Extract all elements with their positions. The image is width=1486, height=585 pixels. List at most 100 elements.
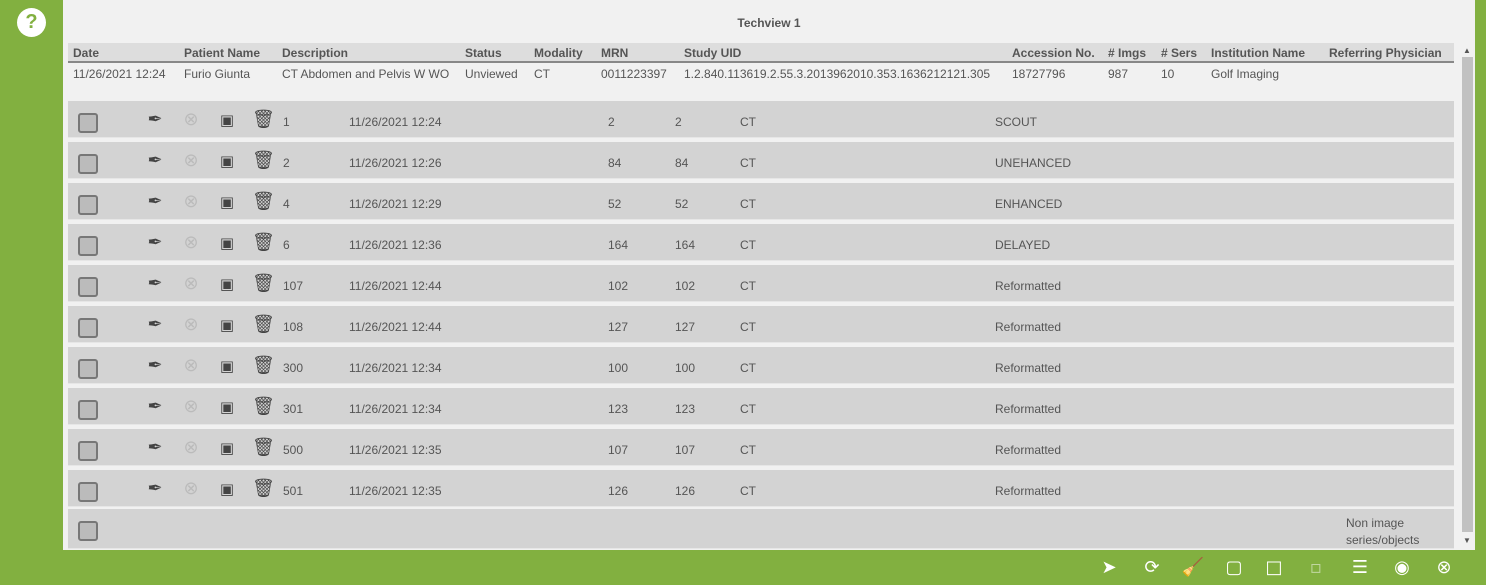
help-icon[interactable]: ? bbox=[17, 8, 46, 37]
scrollbar[interactable]: ▲ ▼ bbox=[1460, 43, 1475, 550]
checkbox[interactable] bbox=[78, 113, 98, 133]
checkbox[interactable] bbox=[78, 400, 98, 420]
patient-card-icon[interactable]: ▣ bbox=[219, 193, 235, 211]
series-number: 6 bbox=[283, 238, 290, 252]
cancel-circle-icon[interactable]: ⊗ bbox=[183, 437, 199, 458]
checkbox[interactable] bbox=[78, 236, 98, 256]
study-cell: Furio Giunta bbox=[184, 67, 251, 81]
edit-pen-icon[interactable]: ✒ bbox=[147, 150, 163, 171]
checkbox[interactable] bbox=[78, 154, 98, 174]
checkbox[interactable] bbox=[78, 277, 98, 297]
trash-icon[interactable]: 🗑 bbox=[252, 273, 275, 294]
column-header[interactable]: # Imgs bbox=[1108, 46, 1147, 60]
send-icon[interactable]: ➤ bbox=[1101, 557, 1117, 578]
cancel-circle-icon[interactable]: ⊗ bbox=[183, 191, 199, 212]
trash-icon[interactable]: 🗑 bbox=[252, 191, 275, 212]
checkbox[interactable] bbox=[78, 195, 98, 215]
checkbox[interactable] bbox=[78, 359, 98, 379]
scroll-up-icon[interactable]: ▲ bbox=[1463, 46, 1471, 55]
patient-card-icon[interactable]: ▣ bbox=[219, 439, 235, 457]
series-modality: CT bbox=[740, 402, 756, 416]
edit-pen-icon[interactable]: ✒ bbox=[147, 273, 163, 294]
column-header[interactable]: Referring Physician bbox=[1329, 46, 1442, 60]
series-description: UNEHANCED bbox=[995, 156, 1072, 170]
series-modality: CT bbox=[740, 156, 756, 170]
column-header[interactable]: Description bbox=[282, 46, 349, 60]
checkbox[interactable] bbox=[78, 441, 98, 461]
trash-icon[interactable]: 🗑 bbox=[252, 437, 275, 458]
edit-pen-icon[interactable]: ✒ bbox=[147, 437, 163, 458]
series-row[interactable]: ✒ ⊗ ▣ 🗑 107 11/26/2021 12:44 102 102 CT … bbox=[68, 265, 1454, 302]
patient-card-icon[interactable]: ▣ bbox=[219, 480, 235, 498]
scrollbar-thumb[interactable] bbox=[1462, 57, 1473, 532]
series-row[interactable]: ✒ ⊗ ▣ 🗑 301 11/26/2021 12:34 123 123 CT … bbox=[68, 388, 1454, 425]
study-row[interactable]: 11/26/2021 12:24 Furio Giunta CT Abdomen a… bbox=[68, 64, 1454, 88]
refresh-icon[interactable]: ⟳ bbox=[1144, 557, 1160, 578]
series-row[interactable]: ✒ ⊗ ▣ 🗑 1 11/26/2021 12:24 2 2 CT SCOUT bbox=[68, 101, 1454, 138]
trash-icon[interactable]: 🗑 bbox=[252, 355, 275, 376]
trash-icon[interactable]: 🗑 bbox=[252, 232, 275, 253]
layout-small-icon[interactable]: ▫ bbox=[1309, 557, 1323, 578]
patient-card-icon[interactable]: ▣ bbox=[219, 152, 235, 170]
column-header[interactable]: Study UID bbox=[684, 46, 742, 60]
patient-card-icon[interactable]: ▣ bbox=[219, 398, 235, 416]
series-images: 107 bbox=[608, 443, 629, 457]
edit-pen-icon[interactable]: ✒ bbox=[147, 314, 163, 335]
edit-pen-icon[interactable]: ✒ bbox=[147, 478, 163, 499]
column-header[interactable]: Date bbox=[73, 46, 100, 60]
cancel-circle-icon[interactable]: ⊗ bbox=[183, 478, 199, 499]
cancel-circle-icon[interactable]: ⊗ bbox=[183, 273, 199, 294]
checkbox[interactable] bbox=[78, 482, 98, 502]
series-row[interactable]: ✒ ⊗ ▣ 🗑 4 11/26/2021 12:29 52 52 CT ENHA… bbox=[68, 183, 1454, 220]
edit-pen-icon[interactable]: ✒ bbox=[147, 109, 163, 130]
trash-icon[interactable]: 🗑 bbox=[252, 314, 275, 335]
broom-icon[interactable]: 🧹 bbox=[1181, 557, 1205, 578]
non-image-row[interactable]: Non image series/objects bbox=[68, 509, 1454, 549]
patient-card-icon[interactable]: ▣ bbox=[219, 275, 235, 293]
layout-medium-icon[interactable]: □ bbox=[1265, 557, 1283, 578]
edit-pen-icon[interactable]: ✒ bbox=[147, 355, 163, 376]
trash-icon[interactable]: 🗑 bbox=[252, 396, 275, 417]
trash-icon[interactable]: 🗑 bbox=[252, 150, 275, 171]
series-row[interactable]: ✒ ⊗ ▣ 🗑 501 11/26/2021 12:35 126 126 CT … bbox=[68, 470, 1454, 507]
series-date: 11/26/2021 12:35 bbox=[349, 443, 442, 457]
series-images-total: 127 bbox=[675, 320, 696, 334]
close-icon[interactable]: ⊗ bbox=[1436, 557, 1452, 578]
column-header[interactable]: MRN bbox=[601, 46, 629, 60]
checkbox[interactable] bbox=[78, 318, 98, 338]
column-header[interactable]: # Sers bbox=[1161, 46, 1198, 60]
patient-card-icon[interactable]: ▣ bbox=[219, 111, 235, 129]
column-header[interactable]: Accession No. bbox=[1012, 46, 1095, 60]
column-header[interactable]: Status bbox=[465, 46, 502, 60]
series-row[interactable]: ✒ ⊗ ▣ 🗑 2 11/26/2021 12:26 84 84 CT UNEH… bbox=[68, 142, 1454, 179]
series-number: 301 bbox=[283, 402, 304, 416]
patient-card-icon[interactable]: ▣ bbox=[219, 316, 235, 334]
series-row[interactable]: ✒ ⊗ ▣ 🗑 300 11/26/2021 12:34 100 100 CT … bbox=[68, 347, 1454, 384]
layout-large-icon[interactable]: ▢ bbox=[1225, 557, 1243, 578]
column-header[interactable]: Patient Name bbox=[184, 46, 261, 60]
edit-pen-icon[interactable]: ✒ bbox=[147, 396, 163, 417]
column-header[interactable]: Modality bbox=[534, 46, 583, 60]
cancel-circle-icon[interactable]: ⊗ bbox=[183, 396, 199, 417]
checkbox[interactable] bbox=[78, 521, 98, 541]
edit-pen-icon[interactable]: ✒ bbox=[147, 191, 163, 212]
edit-pen-icon[interactable]: ✒ bbox=[147, 232, 163, 253]
trash-icon[interactable]: 🗑 bbox=[252, 109, 275, 130]
scroll-down-icon[interactable]: ▼ bbox=[1463, 536, 1471, 545]
series-row[interactable]: ✒ ⊗ ▣ 🗑 108 11/26/2021 12:44 127 127 CT … bbox=[68, 306, 1454, 343]
series-row[interactable]: ✒ ⊗ ▣ 🗑 6 11/26/2021 12:36 164 164 CT DE… bbox=[68, 224, 1454, 261]
sort-rows-icon[interactable]: ☰ bbox=[1351, 557, 1369, 578]
series-row[interactable]: ✒ ⊗ ▣ 🗑 500 11/26/2021 12:35 107 107 CT … bbox=[68, 429, 1454, 466]
trash-icon[interactable]: 🗑 bbox=[252, 478, 275, 499]
cancel-circle-icon[interactable]: ⊗ bbox=[183, 232, 199, 253]
column-header[interactable]: Institution Name bbox=[1211, 46, 1306, 60]
view-list-icon[interactable]: ◉ bbox=[1394, 557, 1410, 578]
cancel-circle-icon[interactable]: ⊗ bbox=[183, 314, 199, 335]
series-date: 11/26/2021 12:44 bbox=[349, 320, 442, 334]
cancel-circle-icon[interactable]: ⊗ bbox=[183, 355, 199, 376]
study-cell: Unviewed bbox=[465, 67, 518, 81]
patient-card-icon[interactable]: ▣ bbox=[219, 234, 235, 252]
patient-card-icon[interactable]: ▣ bbox=[219, 357, 235, 375]
cancel-circle-icon[interactable]: ⊗ bbox=[183, 150, 199, 171]
cancel-circle-icon[interactable]: ⊗ bbox=[183, 109, 199, 130]
